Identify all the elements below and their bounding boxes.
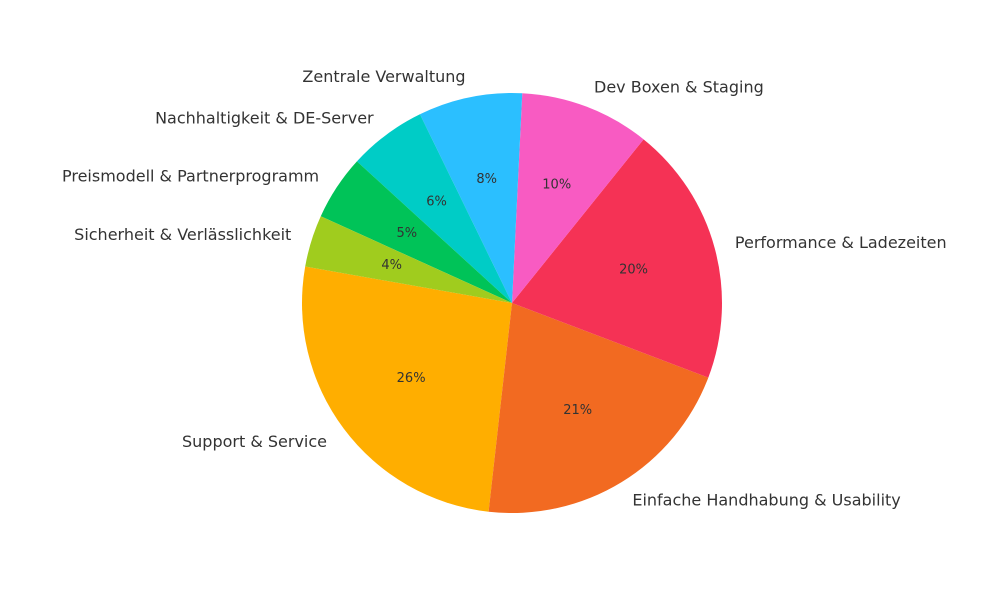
category-label-sicherheit-verl-sslichkeit: Sicherheit & Verlässlichkeit [74, 225, 291, 244]
pie-slice-preismodell-partnerprogramm [320, 161, 512, 303]
percent-label-sicherheit-verl-sslichkeit: 4% [381, 258, 402, 273]
category-label-support-service: Support & Service [182, 432, 327, 451]
percent-label-performance-ladezeiten: 20% [619, 262, 648, 277]
percent-labels-layer: 26% 21% 20% 10% 8% 6% 5% 4% [381, 172, 648, 418]
pie-slice-einfache-handhabung-usability [488, 303, 709, 513]
category-label-dev-boxen-staging: Dev Boxen & Staging [594, 78, 764, 97]
category-label-einfache-handhabung-usability: Einfache Handhabung & Usability [632, 491, 900, 510]
pie-slice-dev-boxen-staging [512, 93, 644, 303]
category-labels-layer: Support & Service Einfache Handhabung & U… [62, 67, 947, 509]
percent-label-zentrale-verwaltung: 8% [476, 172, 497, 187]
percent-label-dev-boxen-staging: 10% [542, 178, 571, 193]
slices-layer [301, 92, 722, 513]
pie-slice-support-service [301, 266, 512, 512]
pie-slice-performance-ladezeiten [512, 139, 722, 378]
pie-slice-sicherheit-verl-sslichkeit [305, 216, 512, 303]
percent-label-preismodell-partnerprogramm: 5% [396, 226, 417, 241]
pie-slice-zentrale-verwaltung [419, 92, 523, 303]
percent-label-nachhaltigkeit-de-server: 6% [426, 195, 447, 210]
category-label-preismodell-partnerprogramm: Preismodell & Partnerprogramm [62, 166, 319, 185]
category-label-nachhaltigkeit-de-server: Nachhaltigkeit & DE-Server [155, 109, 374, 128]
percent-label-einfache-handhabung-usability: 21% [563, 403, 592, 418]
category-label-zentrale-verwaltung: Zentrale Verwaltung [302, 67, 465, 86]
percent-label-support-service: 26% [397, 371, 426, 386]
pie-slice-nachhaltigkeit-de-server [356, 114, 512, 303]
category-label-performance-ladezeiten: Performance & Ladezeiten [735, 233, 947, 252]
